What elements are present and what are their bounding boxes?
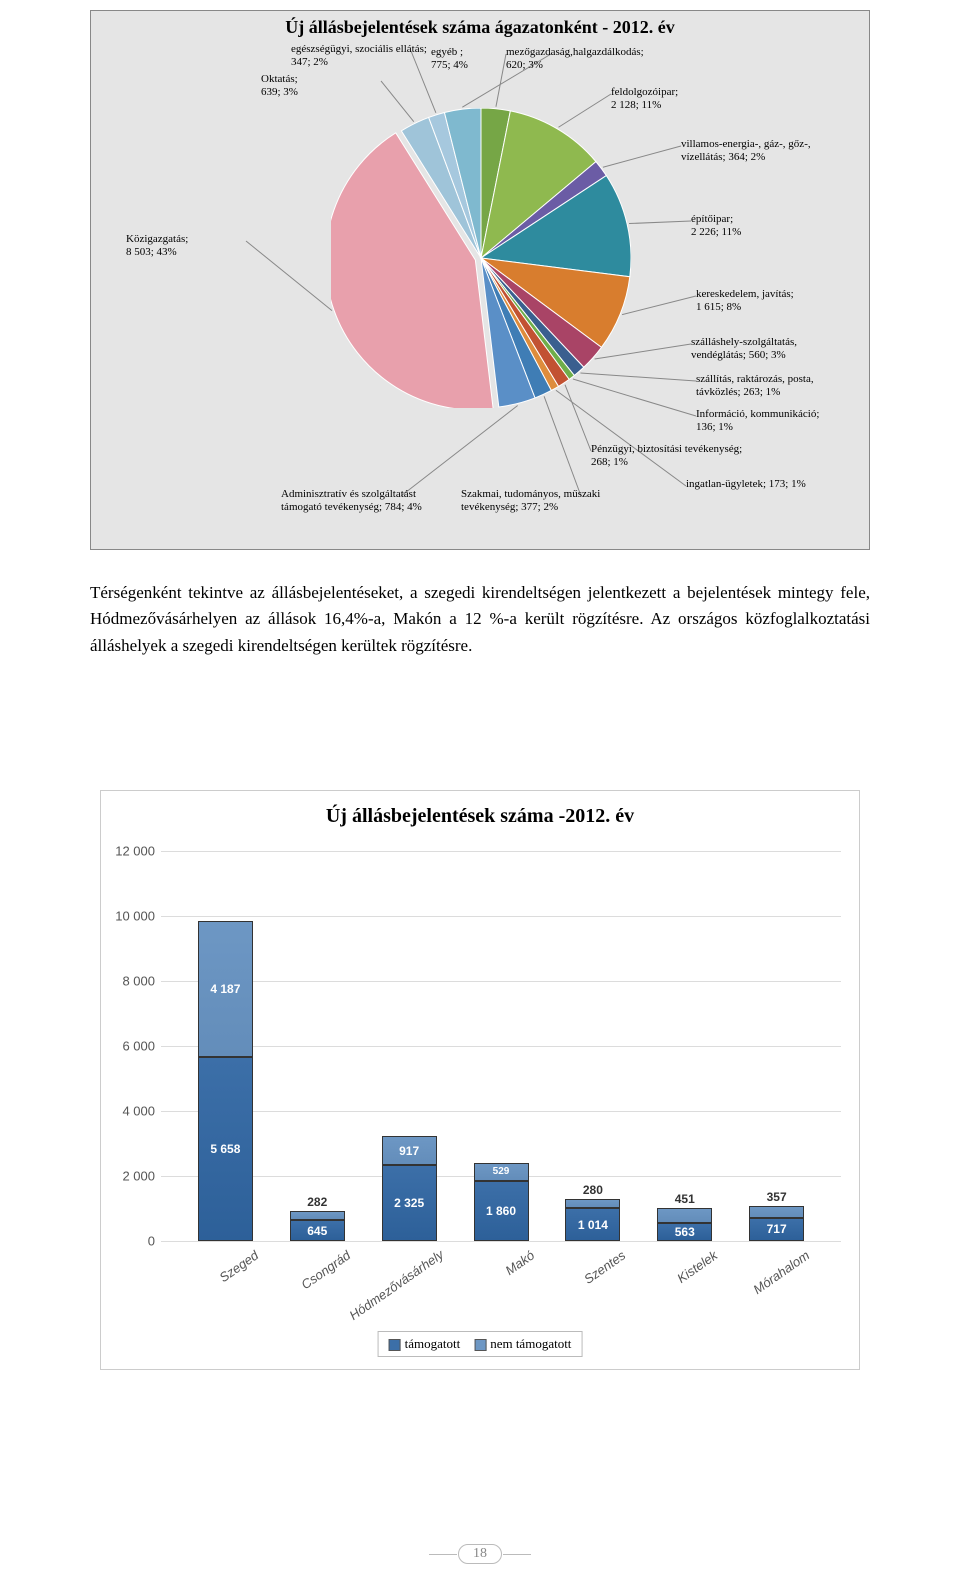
pie-slice-label: kereskedelem, javítás; 1 615; 8% (696, 288, 794, 313)
paragraph-text: Térségenként tekintve az állásbejelentés… (90, 580, 870, 659)
pie-slice-label: feldolgozóipar; 2 128; 11% (611, 86, 678, 111)
pie-svg (331, 108, 631, 408)
pie-slice-label: ingatlan-ügyletek; 173; 1% (686, 478, 806, 491)
bar-column: 645282 (290, 1211, 345, 1241)
pie-slice-label: Oktatás; 639; 3% (261, 73, 298, 98)
legend-label: nem támogatott (490, 1336, 571, 1351)
legend-item: támogatott (389, 1336, 461, 1352)
bar-segment-bottom: 563 (657, 1223, 712, 1241)
y-tick-label: 0 (148, 1234, 161, 1249)
bar-legend: támogatott nem támogatott (378, 1331, 583, 1357)
pie-slice-label: Pénzügyi, biztosítási tevékenység; 268; … (591, 443, 742, 468)
pie-slice-label: Szakmai, tudományos, műszaki tevékenység… (461, 488, 600, 513)
bar-column: 5 6584 187 (198, 921, 253, 1241)
bar-segment-top (565, 1199, 620, 1208)
pie-slice-label: egészségügyi, szociális ellátás; 347; 2% (291, 43, 427, 68)
pie-slice-label: Közigazgatás; 8 503; 43% (126, 233, 188, 258)
legend-item: nem támogatott (474, 1336, 571, 1352)
y-tick-label: 4 000 (122, 1104, 161, 1119)
bar-segment-top (290, 1211, 345, 1220)
bar-column: 1 014280 (565, 1199, 620, 1241)
bar-chart-title: Új állásbejelentések száma -2012. év (101, 791, 859, 828)
bar-plot: 02 0004 0006 0008 00010 00012 0005 6584 … (161, 851, 841, 1241)
y-tick-label: 8 000 (122, 974, 161, 989)
bar-segment-top: 4 187 (198, 921, 253, 1057)
bar-chart: Új állásbejelentések száma -2012. év 02 … (100, 790, 860, 1370)
pie-area: mezőgazdaság,halgazdálkodás; 620; 3% feld… (91, 38, 869, 546)
bar-segment-top (749, 1206, 804, 1218)
x-tick-label: Csongrád (250, 1241, 353, 1323)
y-tick-label: 10 000 (115, 909, 161, 924)
bar-segment-bottom: 1 860 (474, 1181, 529, 1241)
pie-slice-label: Információ, kommunikáció; 136; 1% (696, 408, 819, 433)
x-tick-label: Hódmezővásárhely (342, 1241, 445, 1323)
bar-column: 2 325917 (382, 1136, 437, 1241)
bar-segment-bottom: 717 (749, 1218, 804, 1241)
bar-segment-bottom: 645 (290, 1220, 345, 1241)
x-tick-label: Szentes (525, 1241, 628, 1323)
pie-slice-label: Adminisztratív és szolgáltatást támogató… (281, 488, 422, 513)
bar-column: 717357 (749, 1206, 804, 1241)
pie-slice-label: egyéb ; 775; 4% (431, 46, 468, 71)
pie-slice-label: építőipar; 2 226; 11% (691, 213, 741, 238)
y-tick-label: 2 000 (122, 1169, 161, 1184)
pie-slice-label: mezőgazdaság,halgazdálkodás; 620; 3% (506, 46, 644, 71)
bar-segment-bottom: 1 014 (565, 1208, 620, 1241)
pie-slice-label: szállítás, raktározás, posta, távközlés;… (696, 373, 814, 398)
bar-segment-bottom: 5 658 (198, 1057, 253, 1241)
x-tick-label: Makó (433, 1241, 536, 1323)
y-tick-label: 6 000 (122, 1039, 161, 1054)
legend-label: támogatott (405, 1336, 461, 1351)
bar-segment-bottom: 2 325 (382, 1165, 437, 1241)
y-tick-label: 12 000 (115, 844, 161, 859)
pie-chart: Új állásbejelentések száma ágazatonként … (90, 10, 870, 550)
page-number: 18 (458, 1544, 502, 1564)
bar-segment-top (657, 1208, 712, 1223)
bar-column: 1 860529 (474, 1163, 529, 1241)
bar-column: 563451 (657, 1208, 712, 1241)
pie-slice-label: villamos-energia-, gáz-, gőz-, vízellátá… (681, 138, 811, 163)
x-tick-label: Szeged (158, 1241, 261, 1323)
pie-slice-label: szálláshely-szolgáltatás, vendéglátás; 5… (691, 336, 797, 361)
x-tick-label: Mórahalom (709, 1241, 812, 1323)
bar-segment-top: 917 (382, 1136, 437, 1166)
bar-segment-top: 529 (474, 1163, 529, 1180)
x-tick-label: Kistelek (617, 1241, 720, 1323)
pie-chart-title: Új állásbejelentések száma ágazatonként … (91, 11, 869, 38)
